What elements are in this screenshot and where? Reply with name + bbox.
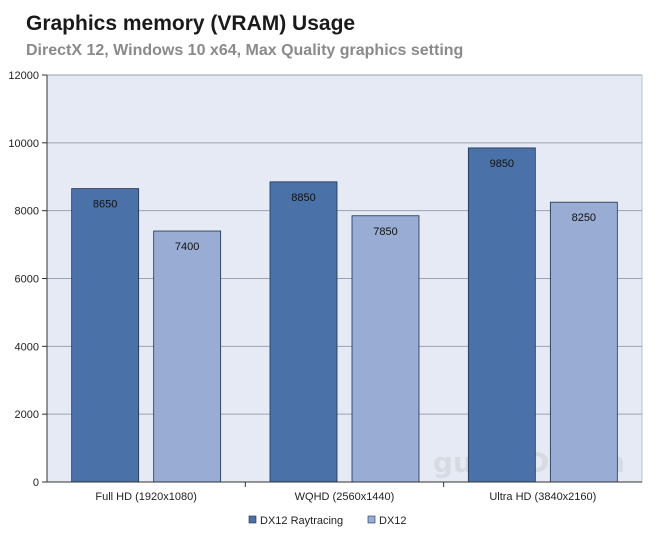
legend-label: DX12 Raytracing (260, 515, 343, 527)
data-label: 7400 (175, 241, 199, 253)
data-label: 8850 (291, 192, 315, 204)
legend-swatch (367, 515, 376, 524)
chart-title: Graphics memory (VRAM) Usage (26, 12, 356, 35)
y-tick-label: 4000 (15, 341, 39, 353)
x-tick-label: WQHD (2560x1440) (295, 491, 395, 503)
data-label: 8250 (572, 212, 596, 224)
bar (153, 230, 222, 483)
y-tick-label: 0 (33, 477, 39, 489)
axes: 0 2000 4000 6000 8000 10000 12000 Full HD (1920… (8, 70, 642, 503)
bars: 8650 7400 8850 7850 9850 8250 (71, 147, 618, 483)
bar (549, 201, 618, 483)
data-label: 7850 (373, 226, 397, 238)
legend-swatch (248, 515, 257, 524)
bar (269, 181, 338, 483)
bar (467, 147, 536, 483)
y-tick-label: 12000 (8, 70, 39, 82)
y-tick-label: 6000 (15, 274, 39, 286)
data-label: 9850 (490, 158, 514, 170)
bar (71, 188, 140, 483)
x-tick-label: Ultra HD (3840x2160) (489, 491, 596, 503)
y-tick-label: 10000 (8, 138, 39, 150)
x-tick-label: Full HD (1920x1080) (95, 491, 197, 503)
data-label: 8650 (93, 199, 117, 211)
legend: DX12 Raytracing DX12 (248, 515, 407, 527)
legend-label: DX12 (379, 515, 407, 527)
y-tick-label: 8000 (15, 206, 39, 218)
chart-subtitle: DirectX 12, Windows 10 x64, Max Quality … (26, 42, 464, 59)
y-tick-label: 2000 (15, 409, 39, 421)
bar (351, 215, 420, 483)
